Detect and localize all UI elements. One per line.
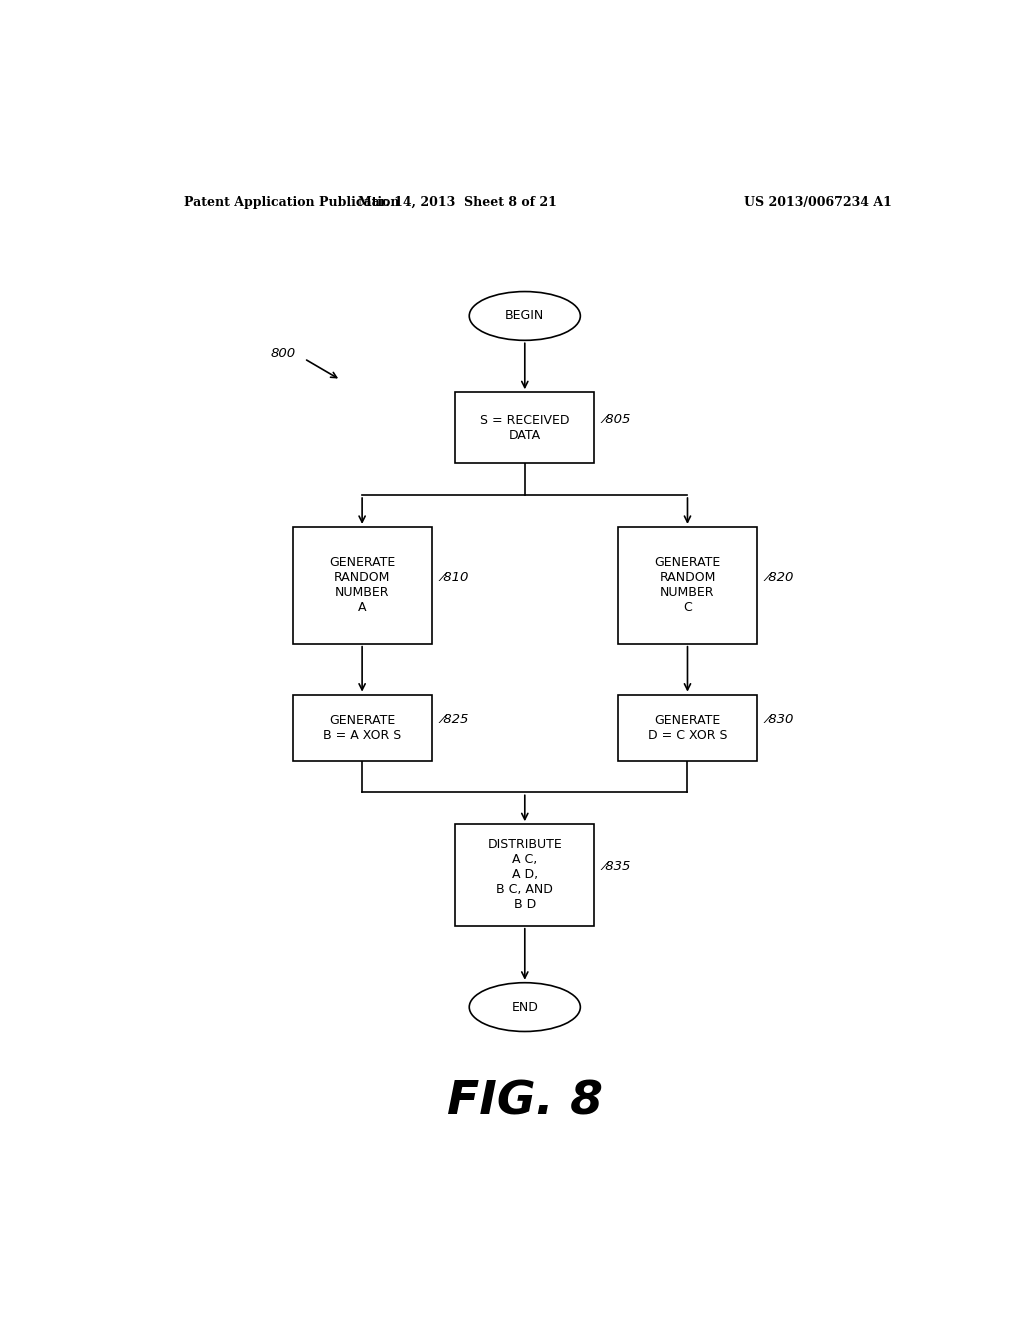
Bar bbox=[456, 824, 594, 925]
Text: ⁄820: ⁄820 bbox=[766, 570, 794, 583]
Text: ⁄830: ⁄830 bbox=[766, 713, 794, 726]
Text: US 2013/0067234 A1: US 2013/0067234 A1 bbox=[744, 195, 892, 209]
Bar bbox=[293, 694, 431, 760]
Bar bbox=[456, 392, 594, 463]
Ellipse shape bbox=[469, 982, 581, 1031]
Bar bbox=[293, 527, 431, 644]
Text: GENERATE
RANDOM
NUMBER
C: GENERATE RANDOM NUMBER C bbox=[654, 556, 721, 614]
Text: 800: 800 bbox=[270, 347, 295, 360]
Text: GENERATE
B = A XOR S: GENERATE B = A XOR S bbox=[323, 714, 401, 742]
Text: Mar. 14, 2013  Sheet 8 of 21: Mar. 14, 2013 Sheet 8 of 21 bbox=[358, 195, 557, 209]
Text: DISTRIBUTE
A C,
A D,
B C, AND
B D: DISTRIBUTE A C, A D, B C, AND B D bbox=[487, 838, 562, 912]
Text: GENERATE
D = C XOR S: GENERATE D = C XOR S bbox=[648, 714, 727, 742]
Text: ⁄805: ⁄805 bbox=[604, 413, 631, 426]
Text: ⁄825: ⁄825 bbox=[441, 713, 468, 726]
Text: S = RECEIVED
DATA: S = RECEIVED DATA bbox=[480, 413, 569, 442]
Ellipse shape bbox=[469, 292, 581, 341]
Text: Patent Application Publication: Patent Application Publication bbox=[183, 195, 399, 209]
Bar bbox=[618, 694, 757, 760]
Text: FIG. 8: FIG. 8 bbox=[446, 1080, 603, 1125]
Text: ⁄835: ⁄835 bbox=[604, 861, 631, 874]
Text: BEGIN: BEGIN bbox=[505, 309, 545, 322]
Text: END: END bbox=[511, 1001, 539, 1014]
Text: GENERATE
RANDOM
NUMBER
A: GENERATE RANDOM NUMBER A bbox=[329, 556, 395, 614]
Text: ⁄810: ⁄810 bbox=[441, 570, 468, 583]
Bar bbox=[618, 527, 757, 644]
